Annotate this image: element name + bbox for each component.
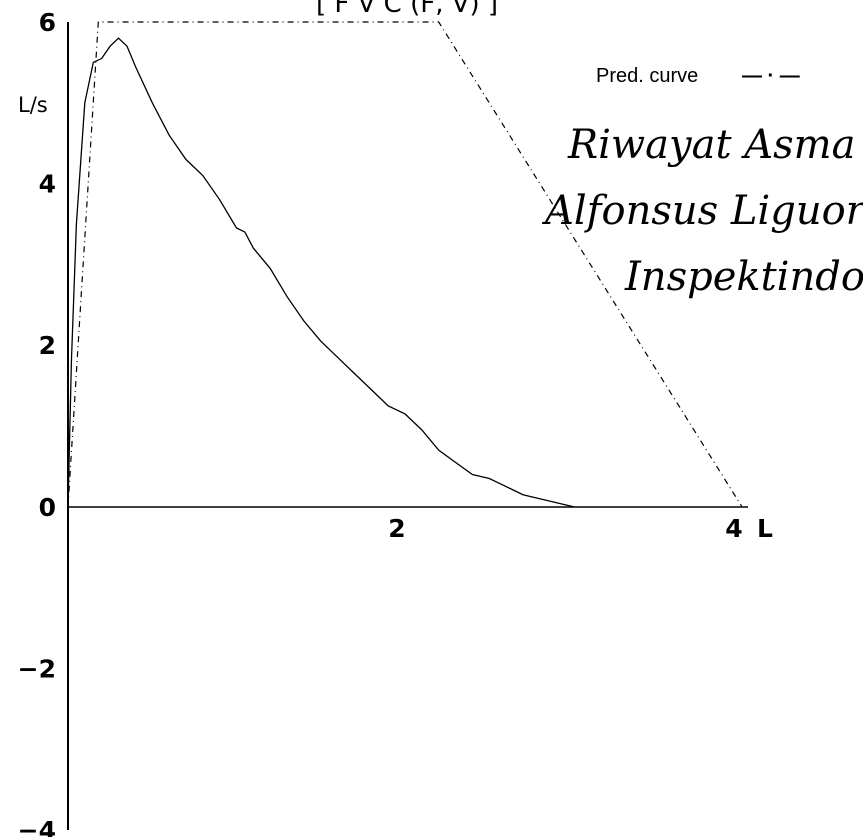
y-tick-label: 2 xyxy=(39,331,56,360)
series-group xyxy=(67,21,743,508)
predicted-curve-line xyxy=(67,21,743,508)
y-tick-labels: 6 4 2 0 −2 −4 xyxy=(18,8,56,837)
legend: Pred. curve — · — xyxy=(596,65,800,87)
x-axis-unit-label: L xyxy=(757,514,773,543)
y-tick-label: 6 xyxy=(39,8,56,37)
y-tick-label: 0 xyxy=(39,493,56,522)
x-tick-label: 2 xyxy=(388,514,405,543)
y-tick-label: −4 xyxy=(18,816,56,837)
y-tick-label: 4 xyxy=(39,170,56,199)
handwritten-notes: Riwayat Asma Alfonsus Liguori Inspektind… xyxy=(541,122,863,300)
chart-title-fragment: [ F V C (F, V) ] xyxy=(316,0,498,19)
handwritten-note-1: Riwayat Asma xyxy=(567,122,855,168)
y-tick-label: −2 xyxy=(18,654,56,683)
axes xyxy=(67,22,748,830)
measured-flow-volume-line xyxy=(67,37,574,508)
legend-symbol: — · — xyxy=(742,65,800,87)
handwritten-note-3: Inspektindo. xyxy=(624,254,863,300)
handwritten-note-2: Alfonsus Liguori xyxy=(541,188,863,234)
x-tick-label: 4 xyxy=(725,514,742,543)
y-axis-unit-label: L/s xyxy=(18,93,48,117)
legend-label: Pred. curve xyxy=(596,65,698,87)
